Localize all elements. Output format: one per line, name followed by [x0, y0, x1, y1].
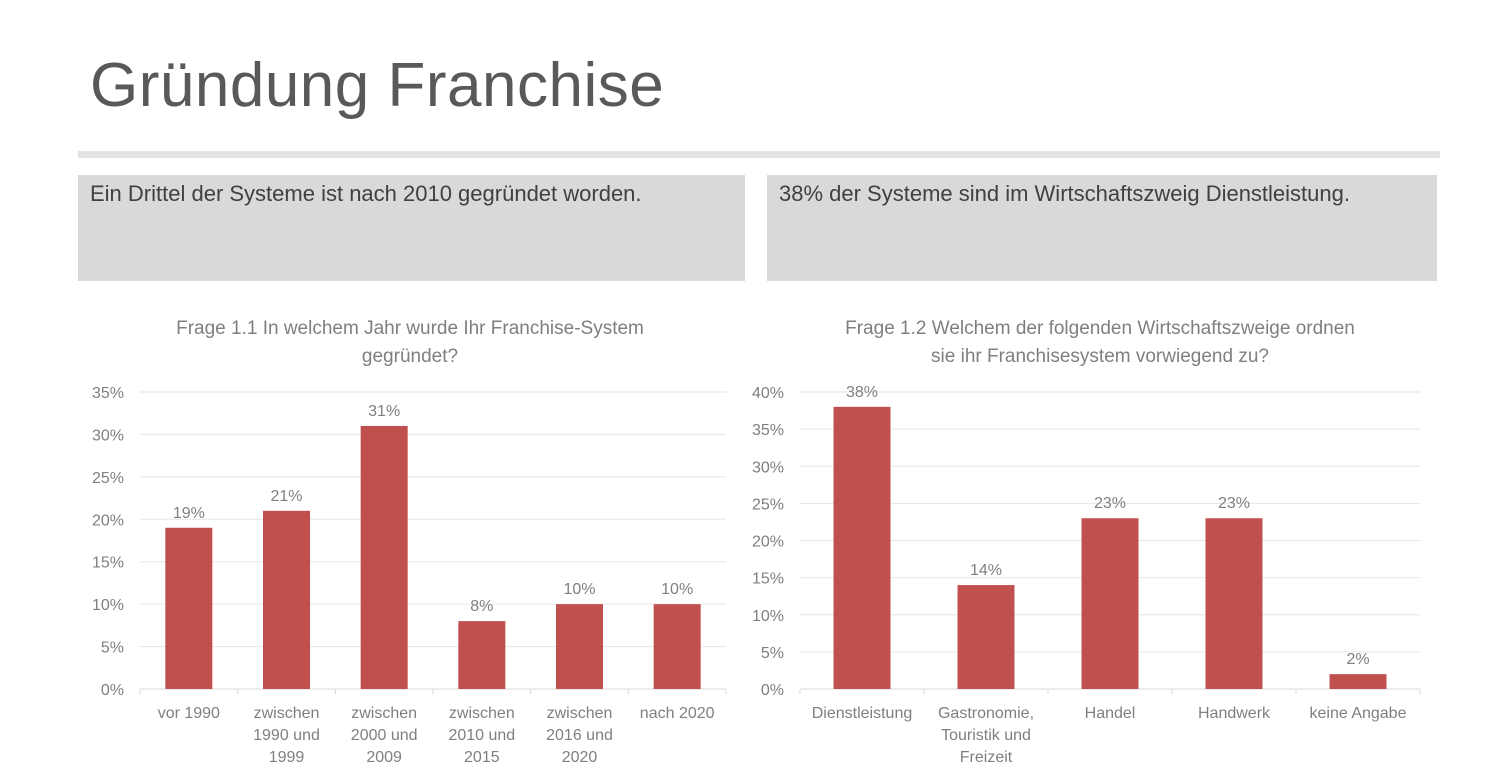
y-tick-label: 10%	[752, 608, 784, 625]
bar	[833, 406, 891, 689]
x-tick-label-line: nach 2020	[640, 705, 715, 722]
bar	[1329, 674, 1387, 689]
x-tick-label-line: Touristik und	[941, 727, 1031, 744]
x-tick-label-line: zwischen	[254, 705, 320, 722]
x-tick-label: zwischen 2000 und 2009	[351, 705, 418, 766]
x-tick-label-line: 2010 und	[448, 727, 515, 744]
summary-box-left: Ein Drittel der Systeme ist nach 2010 ge…	[78, 175, 745, 281]
x-tick-label-line: 1990 und	[253, 727, 320, 744]
slide-title: Gründung Franchise	[90, 51, 665, 120]
y-tick-label: 40%	[752, 385, 784, 402]
x-tick-label-line: vor 1990	[158, 705, 220, 722]
data-label: 2%	[1346, 651, 1369, 668]
x-tick-label-line: zwischen	[449, 705, 515, 722]
y-tick-label: 35%	[752, 422, 784, 439]
x-tick-label-line: keine Angabe	[1310, 705, 1407, 722]
x-tick-label-line: 1999	[269, 749, 305, 766]
y-tick-label: 10%	[92, 597, 124, 614]
summary-box-right: 38% der Systeme sind im Wirtschaftszweig…	[767, 175, 1437, 281]
x-tick-label: zwischen 1990 und 1999	[253, 705, 320, 766]
x-tick-label-line: zwischen	[351, 705, 417, 722]
bar	[556, 604, 603, 689]
x-tick-label-line: 2016 und	[546, 727, 613, 744]
x-tick-label-line: 2000 und	[351, 727, 418, 744]
x-tick-label: Handel	[1085, 705, 1136, 722]
x-tick-label-line: Gastronomie,	[938, 705, 1034, 722]
x-tick-label-line: Freizeit	[960, 749, 1013, 766]
y-tick-label: 15%	[752, 571, 784, 588]
x-tick-label-line: Handwerk	[1198, 705, 1271, 722]
title-divider	[78, 151, 1440, 158]
x-tick-label: zwischen 2010 und 2015	[448, 705, 515, 766]
bar	[1205, 518, 1263, 689]
x-tick-label: Gastronomie, Touristik und Freizeit	[938, 705, 1034, 766]
data-label: 38%	[846, 384, 878, 401]
x-tick-label: Dienstleistung	[812, 705, 913, 722]
data-label: 8%	[470, 598, 493, 615]
data-label: 23%	[1094, 495, 1126, 512]
bar	[360, 425, 408, 689]
bar	[957, 585, 1015, 689]
x-tick-label-line: zwischen	[547, 705, 613, 722]
data-label: 10%	[563, 581, 595, 598]
y-tick-label: 5%	[761, 645, 784, 662]
data-label: 10%	[661, 581, 693, 598]
x-tick-label: Handwerk	[1198, 705, 1271, 722]
data-label: 19%	[173, 505, 205, 522]
bar	[1081, 518, 1139, 689]
x-tick-label: keine Angabe	[1310, 705, 1407, 722]
y-tick-label: 25%	[92, 470, 124, 487]
x-tick-label-line: Handel	[1085, 705, 1136, 722]
bar	[458, 621, 506, 689]
bar	[653, 604, 701, 689]
y-tick-label: 30%	[92, 427, 124, 444]
data-label: 21%	[270, 488, 302, 505]
y-tick-label: 35%	[92, 385, 124, 402]
x-tick-label-line: 2015	[464, 749, 500, 766]
y-tick-label: 25%	[752, 496, 784, 513]
chart1-title: Frage 1.1 In welchem Jahr wurde Ihr Fran…	[176, 318, 644, 367]
x-tick-label-line: Dienstleistung	[812, 705, 913, 722]
y-tick-label: 0%	[101, 682, 124, 699]
y-tick-label: 20%	[752, 534, 784, 551]
y-tick-label: 20%	[92, 512, 124, 529]
bar	[263, 510, 310, 689]
y-tick-label: 30%	[752, 459, 784, 476]
data-label: 23%	[1218, 495, 1250, 512]
data-label: 31%	[368, 403, 400, 420]
x-tick-label-line: 2020	[562, 749, 598, 766]
chart2-title: Frage 1.2 Welchem der folgenden Wirtscha…	[845, 318, 1355, 367]
x-tick-label: zwischen 2016 und 2020	[546, 705, 613, 766]
bar	[165, 527, 213, 689]
y-tick-label: 15%	[92, 555, 124, 572]
x-tick-label: vor 1990	[158, 705, 220, 722]
y-tick-label: 0%	[761, 682, 784, 699]
data-label: 14%	[970, 562, 1002, 579]
x-tick-label: nach 2020	[640, 705, 715, 722]
y-tick-label: 5%	[101, 640, 124, 657]
x-tick-label-line: 2009	[366, 749, 402, 766]
